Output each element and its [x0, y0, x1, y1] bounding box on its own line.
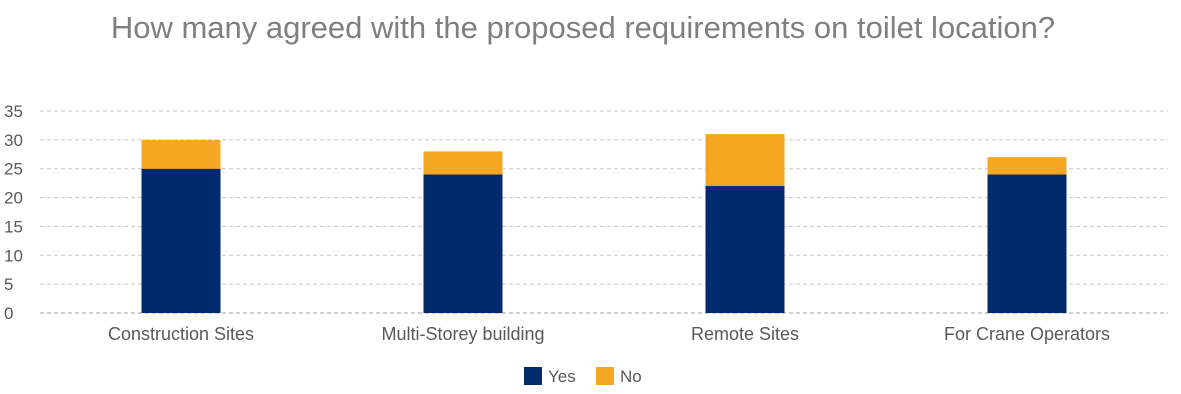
bar-no-1	[141, 139, 221, 169]
gridlines	[40, 110, 1168, 314]
bars	[141, 134, 1067, 313]
y-tick-label: 10	[4, 246, 23, 265]
y-tick-label: 30	[4, 131, 23, 150]
bar-no-2	[423, 151, 503, 175]
y-tick-label: 0	[4, 304, 13, 323]
bar-yes-3	[705, 186, 785, 313]
legend-swatch-yes	[524, 367, 542, 385]
legend-swatch-no	[596, 367, 614, 385]
legend-label-no: No	[620, 367, 642, 386]
bar-yes-4	[987, 174, 1067, 313]
bar-yes-1	[141, 168, 221, 313]
x-category-label: Construction Sites	[108, 324, 254, 344]
bar-yes-2	[423, 174, 503, 313]
legend-label-yes: Yes	[548, 367, 576, 386]
legend: Yes No	[524, 367, 642, 386]
x-category-label: Remote Sites	[691, 324, 799, 344]
y-axis-ticks: 0 5 10 15 20 25 30 35	[4, 102, 23, 323]
y-tick-label: 5	[4, 275, 13, 294]
y-tick-label: 35	[4, 102, 23, 121]
y-tick-label: 25	[4, 160, 23, 179]
x-axis-labels: Construction Sites Multi-Storey building R…	[108, 324, 1110, 344]
y-tick-label: 20	[4, 189, 23, 208]
chart-title: How many agreed with the proposed requir…	[111, 10, 1055, 45]
x-category-label: For Crane Operators	[944, 324, 1110, 344]
x-category-label: Multi-Storey building	[381, 324, 544, 344]
bar-no-3	[705, 134, 785, 187]
y-tick-label: 15	[4, 217, 23, 236]
bar-no-4	[987, 157, 1067, 175]
